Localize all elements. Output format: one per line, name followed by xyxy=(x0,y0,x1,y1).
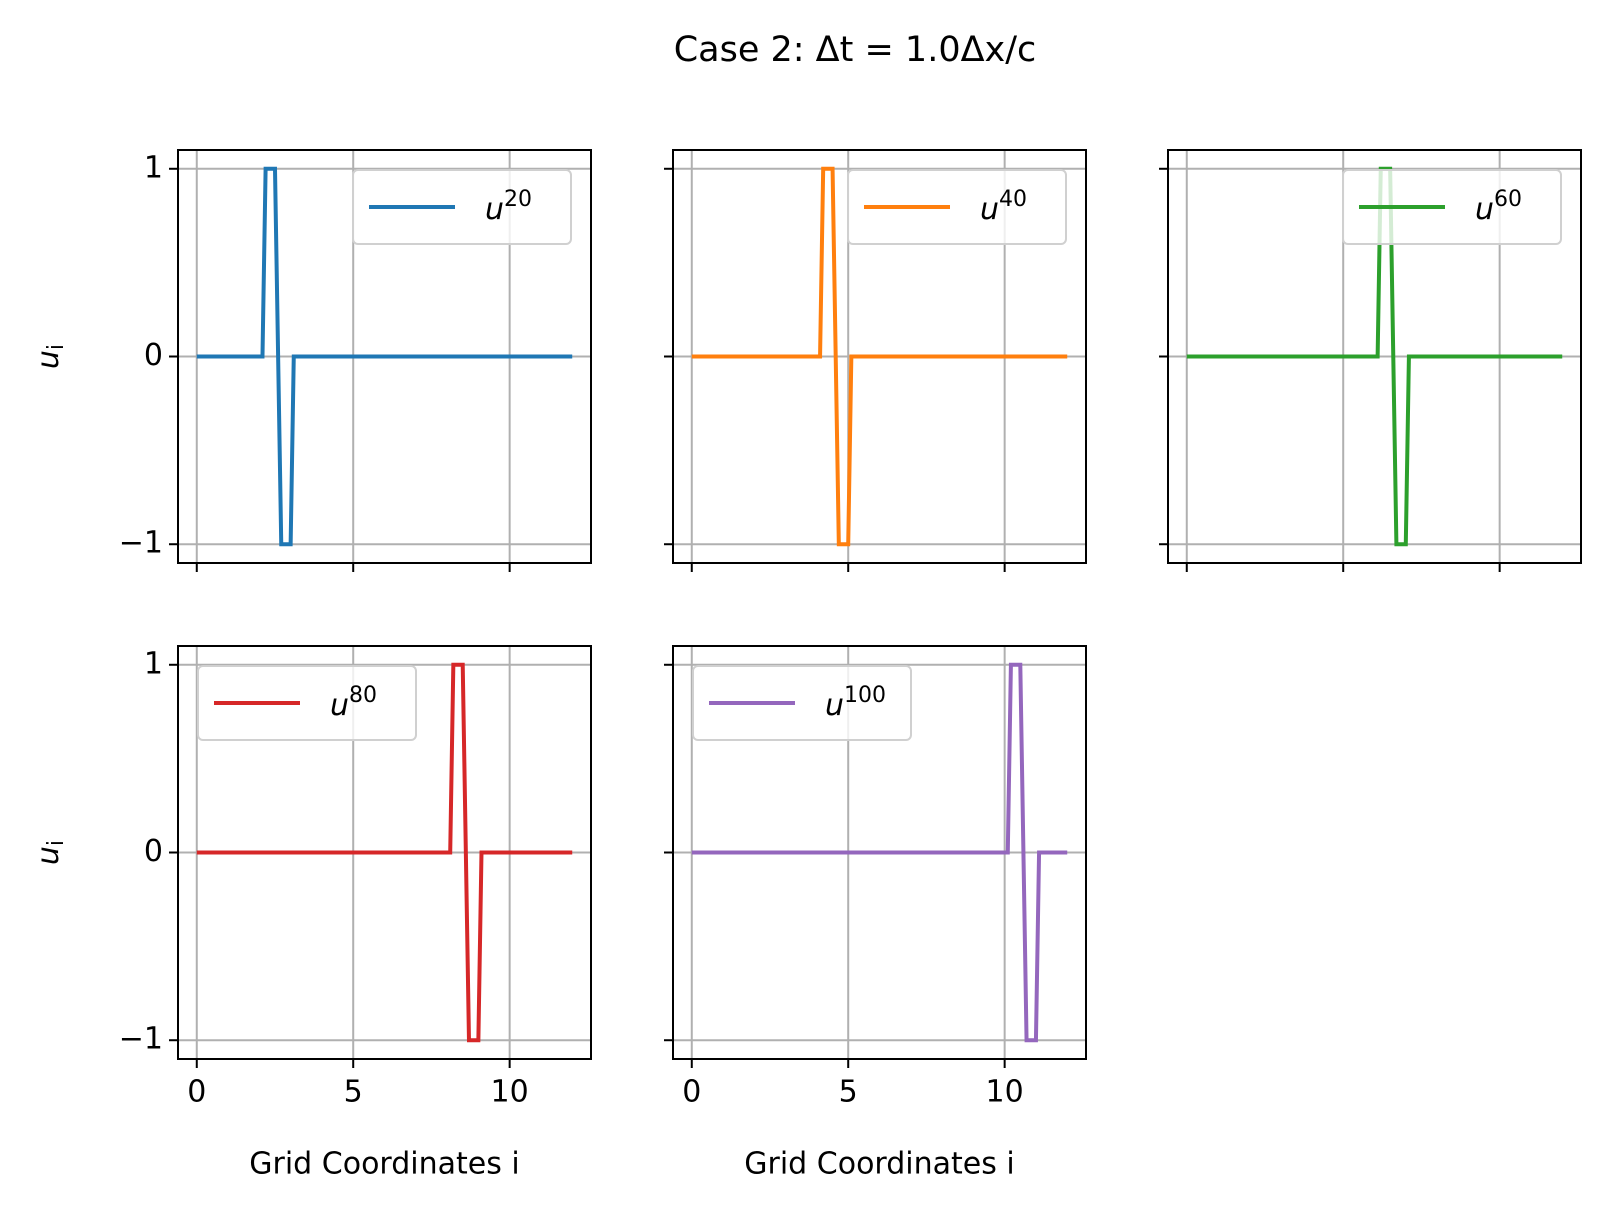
axes-frame xyxy=(672,645,1087,1060)
x-tick-label: 0 xyxy=(682,1075,701,1110)
legend-box xyxy=(847,169,1067,245)
line-series xyxy=(196,662,573,1043)
line-series xyxy=(691,166,1068,547)
axes-frame xyxy=(177,645,592,1060)
x-axis-label: Grid Coordinates i xyxy=(744,1147,1014,1182)
y-tick-label: 0 xyxy=(144,338,163,373)
figure-title: Case 2: Δt = 1.0Δx/c xyxy=(674,30,1037,70)
x-axis-label: Grid Coordinates i xyxy=(249,1147,519,1182)
y-tick-label: −1 xyxy=(119,1022,163,1057)
y-tick-label: −1 xyxy=(119,526,163,561)
legend-box xyxy=(352,169,572,245)
legend-label: u60 xyxy=(1475,187,1522,227)
legend-label: u40 xyxy=(980,187,1027,227)
y-tick-label: 1 xyxy=(144,646,163,681)
legend-label: u20 xyxy=(485,187,532,227)
y-axis-label: ui xyxy=(31,840,70,865)
legend-box xyxy=(197,665,417,741)
x-tick-label: 5 xyxy=(839,1075,858,1110)
line-series xyxy=(196,166,573,547)
y-tick-label: 1 xyxy=(144,150,163,185)
x-tick-label: 10 xyxy=(491,1075,529,1110)
x-tick-label: 0 xyxy=(187,1075,206,1110)
x-tick-label: 10 xyxy=(986,1075,1024,1110)
axes-frame xyxy=(177,149,592,564)
line-series xyxy=(1186,166,1563,547)
y-axis-label: ui xyxy=(31,344,70,369)
axes-frame xyxy=(1167,149,1582,564)
legend-box xyxy=(1342,169,1562,245)
legend-box xyxy=(692,665,912,741)
x-tick-label: 5 xyxy=(344,1075,363,1110)
legend-label: u100 xyxy=(825,683,886,723)
line-series xyxy=(691,662,1068,1043)
axes-frame xyxy=(672,149,1087,564)
legend-label: u80 xyxy=(330,683,377,723)
y-tick-label: 0 xyxy=(144,834,163,869)
